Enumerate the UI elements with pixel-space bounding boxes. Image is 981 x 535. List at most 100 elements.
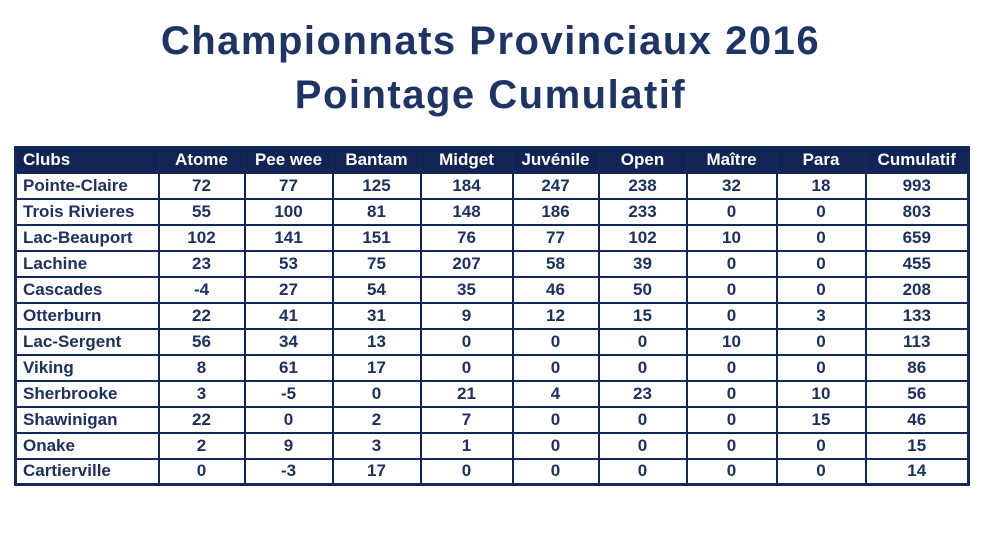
score-cell: 15 bbox=[597, 301, 688, 330]
score-cell: 0 bbox=[419, 353, 514, 382]
score-cell: 0 bbox=[243, 405, 334, 434]
score-cell: 2 bbox=[157, 431, 246, 460]
table-row: Cartierville 0 -3 17 0 0 0 0 0 14 bbox=[14, 457, 970, 486]
score-cell: 18 bbox=[775, 171, 867, 200]
score-cell: 77 bbox=[243, 171, 334, 200]
score-cell: 81 bbox=[331, 197, 422, 226]
score-cell: 0 bbox=[331, 379, 422, 408]
table-row: Cascades -4 27 54 35 46 50 0 0 208 bbox=[14, 275, 970, 304]
score-cell: 125 bbox=[331, 171, 422, 200]
table-row: Viking 8 61 17 0 0 0 0 0 86 bbox=[14, 353, 970, 382]
column-header-cumulatif: Cumulatif bbox=[864, 146, 970, 174]
score-cell: 15 bbox=[864, 431, 970, 460]
table-row: Pointe-Claire 72 77 125 184 247 238 32 18 993 bbox=[14, 171, 970, 200]
score-cell: 0 bbox=[597, 457, 688, 486]
score-cell: 0 bbox=[157, 457, 246, 486]
score-cell: 238 bbox=[597, 171, 688, 200]
table-body: Pointe-Claire 72 77 125 184 247 238 32 18 993 Troi… bbox=[14, 171, 970, 486]
score-cell: 0 bbox=[419, 457, 514, 486]
score-cell: 2 bbox=[331, 405, 422, 434]
score-cell: 184 bbox=[419, 171, 514, 200]
score-cell: 15 bbox=[775, 405, 867, 434]
score-cell: 100 bbox=[243, 197, 334, 226]
score-cell: 21 bbox=[419, 379, 514, 408]
club-name-cell: Sherbrooke bbox=[14, 379, 160, 408]
score-cell: 13 bbox=[331, 327, 422, 356]
score-cell: 54 bbox=[331, 275, 422, 304]
score-cell: 31 bbox=[331, 301, 422, 330]
column-header-maitre: Maître bbox=[685, 146, 778, 174]
table-row: Lac-Beauport 102 141 151 76 77 102 10 0 659 bbox=[14, 223, 970, 252]
score-cell: 56 bbox=[864, 379, 970, 408]
club-name-cell: Cascades bbox=[14, 275, 160, 304]
score-cell: 0 bbox=[511, 457, 600, 486]
score-cell: 0 bbox=[685, 275, 778, 304]
score-cell: 50 bbox=[597, 275, 688, 304]
score-cell: 17 bbox=[331, 353, 422, 382]
table-row: Otterburn 22 41 31 9 12 15 0 3 133 bbox=[14, 301, 970, 330]
score-cell: 3 bbox=[331, 431, 422, 460]
score-cell: 455 bbox=[864, 249, 970, 278]
score-cell: 0 bbox=[685, 405, 778, 434]
score-cell: 151 bbox=[331, 223, 422, 252]
table-row: Sherbrooke 3 -5 0 21 4 23 0 10 56 bbox=[14, 379, 970, 408]
score-cell: 0 bbox=[511, 353, 600, 382]
score-cell: 9 bbox=[419, 301, 514, 330]
club-name-cell: Viking bbox=[14, 353, 160, 382]
club-name-cell: Lac-Sergent bbox=[14, 327, 160, 356]
score-cell: 659 bbox=[864, 223, 970, 252]
score-cell: 0 bbox=[685, 457, 778, 486]
score-cell: 46 bbox=[864, 405, 970, 434]
score-cell: 207 bbox=[419, 249, 514, 278]
score-cell: 0 bbox=[685, 249, 778, 278]
score-cell: 102 bbox=[157, 223, 246, 252]
score-cell: 22 bbox=[157, 405, 246, 434]
score-cell: 7 bbox=[419, 405, 514, 434]
score-cell: 133 bbox=[864, 301, 970, 330]
score-cell: -5 bbox=[243, 379, 334, 408]
score-cell: 12 bbox=[511, 301, 600, 330]
score-cell: 46 bbox=[511, 275, 600, 304]
score-cell: 75 bbox=[331, 249, 422, 278]
club-name-cell: Onake bbox=[14, 431, 160, 460]
column-header-atome: Atome bbox=[157, 146, 246, 174]
score-cell: 72 bbox=[157, 171, 246, 200]
column-header-juvenile: Juvénile bbox=[511, 146, 600, 174]
score-cell: 233 bbox=[597, 197, 688, 226]
score-cell: 10 bbox=[775, 379, 867, 408]
score-cell: 0 bbox=[685, 301, 778, 330]
score-cell: 0 bbox=[775, 249, 867, 278]
score-cell: 22 bbox=[157, 301, 246, 330]
score-cell: 0 bbox=[511, 327, 600, 356]
score-cell: 53 bbox=[243, 249, 334, 278]
score-cell: 208 bbox=[864, 275, 970, 304]
score-cell: 41 bbox=[243, 301, 334, 330]
score-cell: 0 bbox=[511, 405, 600, 434]
score-cell: 14 bbox=[864, 457, 970, 486]
score-cell: -3 bbox=[243, 457, 334, 486]
score-cell: 113 bbox=[864, 327, 970, 356]
score-cell: 86 bbox=[864, 353, 970, 382]
score-cell: 77 bbox=[511, 223, 600, 252]
table-row: Lac-Sergent 56 34 13 0 0 0 10 0 113 bbox=[14, 327, 970, 356]
club-name-cell: Otterburn bbox=[14, 301, 160, 330]
header-row: Clubs Atome Pee wee Bantam Midget Juvénile Ope… bbox=[14, 146, 970, 174]
column-header-clubs: Clubs bbox=[14, 146, 160, 174]
score-cell: 0 bbox=[775, 197, 867, 226]
table-row: Trois Rivieres 55 100 81 148 186 233 0 0 803 bbox=[14, 197, 970, 226]
score-cell: 0 bbox=[685, 353, 778, 382]
table-row: Lachine 23 53 75 207 58 39 0 0 455 bbox=[14, 249, 970, 278]
score-cell: 8 bbox=[157, 353, 246, 382]
score-cell: 10 bbox=[685, 223, 778, 252]
score-cell: 0 bbox=[511, 431, 600, 460]
score-cell: 0 bbox=[685, 197, 778, 226]
score-cell: 76 bbox=[419, 223, 514, 252]
score-cell: 141 bbox=[243, 223, 334, 252]
column-header-open: Open bbox=[597, 146, 688, 174]
score-cell: 0 bbox=[685, 431, 778, 460]
score-cell: 0 bbox=[775, 431, 867, 460]
score-cell: 27 bbox=[243, 275, 334, 304]
score-cell: 148 bbox=[419, 197, 514, 226]
column-header-para: Para bbox=[775, 146, 867, 174]
column-header-pee-wee: Pee wee bbox=[243, 146, 334, 174]
